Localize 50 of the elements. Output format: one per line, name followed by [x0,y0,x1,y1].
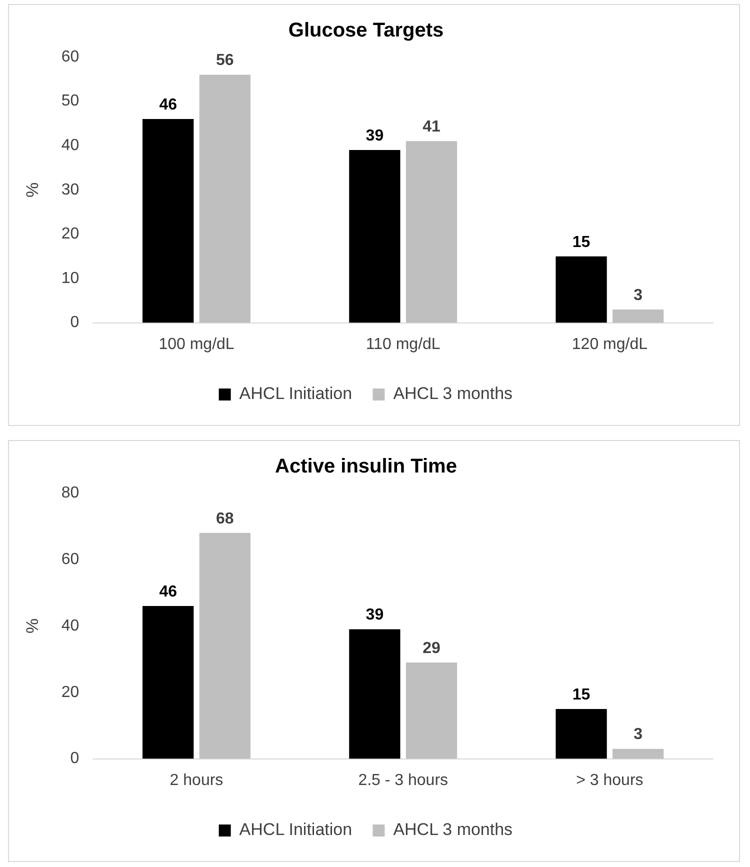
data-label: 3 [634,726,643,744]
bar [142,606,194,759]
data-label: 15 [572,234,590,251]
chart-title: Glucose Targets [288,20,444,42]
y-tick-label: 50 [61,92,80,110]
bar [199,74,250,323]
y-tick-label: 20 [61,684,80,701]
y-tick-label: 60 [61,550,80,568]
chart-title: Active insulin Time [275,456,457,478]
bar [556,256,607,323]
data-label: 46 [159,96,178,114]
x-tick-label: 2 hours [170,772,224,789]
x-tick-label: > 3 hours [576,772,644,789]
legend-label: AHCL Initiation [239,384,352,404]
data-label: 39 [366,606,384,624]
data-label: 56 [216,52,234,70]
data-label: 39 [366,127,384,144]
y-tick-label: 0 [70,750,80,768]
y-tick-label: 20 [61,226,80,243]
legend-label: AHCL 3 months [393,820,513,840]
bar [556,708,607,759]
x-tick-label: 100 mg/dL [158,336,234,353]
data-label: 46 [159,583,178,600]
bar [612,310,664,323]
bar [349,150,400,323]
data-label: 41 [422,118,441,136]
y-tick-label: 0 [70,314,80,332]
y-tick-label: 40 [61,137,80,154]
bar [199,532,250,759]
bar [142,119,194,323]
y-tick-label: 80 [61,484,80,502]
data-label: 15 [572,686,590,704]
y-tick-label: 30 [61,181,80,198]
y-axis-title: % [22,618,42,634]
y-tick-label: 60 [61,48,80,66]
data-label: 3 [634,286,643,304]
y-axis-title: % [22,182,42,198]
bar [406,141,458,323]
data-label: 29 [422,640,441,657]
x-tick-label: 120 mg/dL [572,336,648,353]
bar [612,748,664,759]
bar [349,629,400,759]
y-tick-label: 40 [61,617,80,634]
bar [406,662,458,759]
y-tick-label: 10 [61,270,80,287]
legend-label: AHCL Initiation [239,820,352,840]
x-tick-label: 2.5 - 3 hours [358,772,448,789]
legend-label: AHCL 3 months [393,384,513,404]
data-label: 68 [216,510,234,528]
x-tick-label: 110 mg/dL [366,336,440,353]
